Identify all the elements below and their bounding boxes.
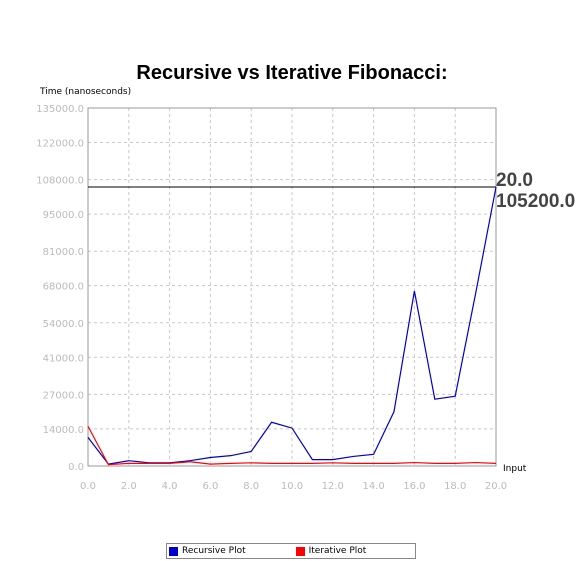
y-tick-label: 54000.0	[43, 319, 84, 330]
y-tick-label: 27000.0	[43, 390, 84, 401]
x-tick-label: 16.0	[403, 481, 425, 492]
crosshair-x-label: 20.0	[496, 170, 533, 191]
chart-title: Recursive vs Iterative Fibonacci:	[136, 62, 448, 84]
x-tick-label: 10.0	[281, 481, 303, 492]
legend-label-iterative: Iterative Plot	[308, 546, 367, 556]
legend-label-recursive: Recursive Plot	[182, 546, 246, 556]
y-axis-label: Time (nanoseconds)	[39, 87, 131, 97]
x-tick-label: 12.0	[322, 481, 344, 492]
y-tick-label: 81000.0	[43, 247, 84, 258]
x-axis-ticks: 0.0 2.0 4.0 6.0 8.0 10.0 12.0 14.0 16.0 18.0 20.0	[80, 481, 507, 492]
x-axis-label: Input	[503, 464, 527, 474]
y-tick-label: 108000.0	[36, 176, 84, 187]
x-tick-label: 6.0	[202, 481, 218, 492]
x-tick-label: 14.0	[362, 481, 384, 492]
legend: Recursive Plot Iterative Plot	[166, 543, 416, 559]
y-axis-ticks: 0.0 14000.0 27000.0 41000.0 54000.0 68000.0 81…	[36, 104, 84, 473]
legend-item-recursive: Recursive Plot	[169, 546, 246, 556]
x-tick-label: 20.0	[485, 481, 507, 492]
legend-swatch-recursive	[169, 546, 178, 556]
x-tick-label: 0.0	[80, 481, 96, 492]
y-tick-label: 122000.0	[36, 138, 84, 149]
y-tick-label: 0.0	[68, 462, 84, 473]
y-tick-label: 95000.0	[43, 210, 84, 221]
x-tick-label: 18.0	[444, 481, 466, 492]
x-tick-label: 4.0	[162, 481, 178, 492]
plot-area	[87, 107, 497, 467]
y-tick-label: 14000.0	[43, 425, 84, 436]
y-tick-label: 68000.0	[43, 282, 84, 293]
y-tick-label: 41000.0	[43, 353, 84, 364]
grid-lines	[87, 107, 497, 467]
x-tick-label: 2.0	[121, 481, 137, 492]
crosshair-y-label: 105200.0	[496, 191, 575, 212]
legend-swatch-iterative	[295, 546, 305, 556]
y-tick-label: 135000.0	[36, 104, 84, 115]
series-line-iterative-plot	[87, 425, 497, 466]
legend-item-iterative: Iterative Plot	[295, 546, 367, 556]
series-lines	[87, 186, 497, 466]
x-tick-label: 8.0	[243, 481, 259, 492]
